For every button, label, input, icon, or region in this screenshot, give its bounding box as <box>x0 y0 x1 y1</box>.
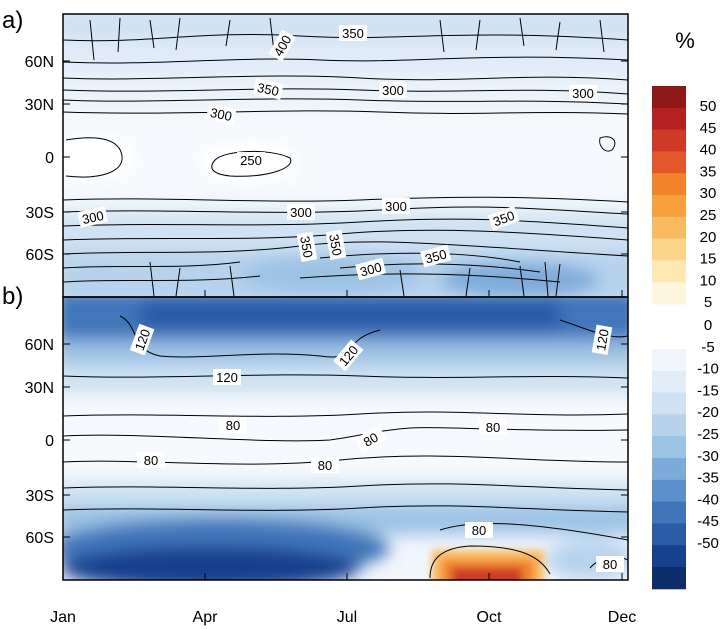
y-tick-label: 0 <box>45 433 54 450</box>
panel-a-contour-labels: 400 350 350 300 300 300 250 300 300 300 … <box>77 25 597 281</box>
colorbar-label: -45 <box>697 513 719 530</box>
contour-label: 350 <box>256 80 280 99</box>
x-tick-label: Jan <box>50 609 76 626</box>
y-tick-label: 60N <box>25 337 54 354</box>
colorbar-label: -10 <box>697 361 719 378</box>
contour-label: 120 <box>216 370 238 385</box>
y-tick-label: 30S <box>26 488 54 505</box>
y-tick-label: 30S <box>26 205 54 222</box>
contour-label: 80 <box>226 418 240 433</box>
colorbar-label: -50 <box>697 535 719 552</box>
contour-label: 350 <box>297 235 316 259</box>
contour-label: 120 <box>593 328 612 352</box>
colorbar-label: 10 <box>700 272 717 289</box>
colorbar-label: -35 <box>697 470 719 487</box>
colorbar-label: -40 <box>697 491 719 508</box>
y-tick-label: 60S <box>26 247 54 264</box>
y-tick-label: 60N <box>25 54 54 71</box>
contour-label: 80 <box>472 523 486 538</box>
colorbar-swatch <box>652 129 686 152</box>
colorbar-swatch <box>652 370 686 394</box>
colorbar-label: -20 <box>697 404 719 421</box>
colorbar-swatch <box>652 523 686 546</box>
colorbar-label: 50 <box>700 98 717 115</box>
contour-label: 300 <box>290 205 312 220</box>
x-tick-label: Dec <box>608 609 636 626</box>
colorbar-swatch <box>652 260 686 283</box>
colorbar-swatch <box>652 545 686 568</box>
y-tick-label: 30N <box>25 380 54 397</box>
contour-label: 300 <box>358 259 383 279</box>
colorbar-swatch <box>652 238 686 261</box>
colorbar-label: 0 <box>704 317 712 334</box>
y-tick-label: 0 <box>45 150 54 167</box>
contour-label: 350 <box>423 246 448 266</box>
x-tick-label: Oct <box>477 609 502 626</box>
colorbar-swatch <box>652 479 686 503</box>
panel-b-label: b) <box>2 283 23 310</box>
contour-label: 250 <box>240 153 262 168</box>
panel-a-label: a) <box>2 7 23 34</box>
panel-b-frame <box>62 296 629 581</box>
colorbar-label: 15 <box>700 251 717 268</box>
y-tick-label: 30N <box>25 97 54 114</box>
panel-b-contour-labels: 120 120 120 120 80 80 80 80 80 80 80 <box>129 323 624 572</box>
contour-label: 350 <box>342 26 364 41</box>
colorbar-swatch <box>652 501 686 524</box>
contour-label: 80 <box>361 429 381 449</box>
panel-a-y-axis: 60S 30S 0 30N 60N <box>25 54 628 264</box>
colorbar-label: 45 <box>700 120 717 137</box>
colorbar-label: 40 <box>700 142 717 159</box>
colorbar-swatch <box>652 216 686 240</box>
colorbar-swatch <box>652 436 686 459</box>
colorbar-swatch <box>652 173 686 196</box>
colorbar-swatch <box>652 151 686 174</box>
x-axis: Jan Apr Jul Oct Dec <box>50 290 636 626</box>
colorbar-label: -25 <box>697 426 719 443</box>
colorbar: 50454035302520151050-5-10-15-20-25-30-35… <box>652 86 719 590</box>
contour-label: 350 <box>491 208 517 230</box>
colorbar-label: 35 <box>700 163 717 180</box>
contour-label: 80 <box>318 458 332 473</box>
colorbar-swatch <box>652 458 686 481</box>
contour-label: 300 <box>81 208 105 227</box>
contour-label: 80 <box>486 420 500 435</box>
colorbar-swatch <box>652 567 686 590</box>
contour-label: 300 <box>209 105 233 124</box>
colorbar-swatch <box>652 392 686 415</box>
unit-label: % <box>675 28 695 53</box>
x-tick-label: Apr <box>193 609 219 626</box>
colorbar-swatch <box>652 414 686 437</box>
colorbar-label: 30 <box>700 185 717 202</box>
colorbar-swatch <box>652 282 686 305</box>
y-tick-label: 60S <box>26 530 54 547</box>
colorbar-label: -5 <box>701 339 714 356</box>
contour-label: 300 <box>572 86 594 101</box>
contour-label: 80 <box>603 557 617 572</box>
panel-b-y-axis: 60S 30S 0 30N 60N <box>25 337 628 547</box>
contour-label: 300 <box>382 83 404 98</box>
colorbar-swatch <box>652 349 686 372</box>
colorbar-label: -30 <box>697 448 719 465</box>
contour-label: 80 <box>144 453 158 468</box>
panel-b-fill <box>63 297 628 580</box>
colorbar-swatch <box>652 195 686 218</box>
contour-label: 120 <box>132 327 154 353</box>
colorbar-swatch <box>652 86 686 109</box>
colorbar-label: 20 <box>700 229 717 246</box>
x-tick-label: Jul <box>337 609 357 626</box>
colorbar-swatch <box>652 107 686 131</box>
contour-label: 300 <box>385 199 407 214</box>
contour-label: 350 <box>326 233 345 257</box>
colorbar-label: -15 <box>697 382 719 399</box>
colorbar-label: 25 <box>700 207 717 224</box>
panel-a-fill <box>63 14 628 297</box>
colorbar-label: 5 <box>704 294 712 311</box>
